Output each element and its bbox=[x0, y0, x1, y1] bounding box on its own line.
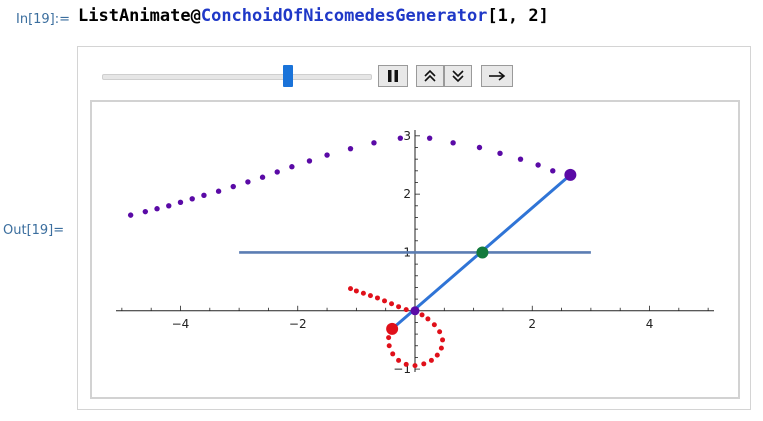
x-tick-label: 4 bbox=[646, 317, 654, 331]
red-loop-point bbox=[396, 357, 402, 363]
red-loop-point bbox=[437, 329, 443, 335]
conchoid-plot: −4−224−1123 bbox=[116, 129, 714, 376]
red-end-point bbox=[386, 322, 399, 335]
purple-branch-point bbox=[289, 164, 295, 170]
purple-branch-point bbox=[535, 162, 541, 168]
pause-button[interactable] bbox=[378, 65, 408, 87]
double-chevron-down-icon bbox=[452, 70, 464, 83]
double-chevron-up-icon bbox=[424, 69, 436, 82]
animation-slider-thumb[interactable] bbox=[282, 65, 293, 87]
red-loop-point bbox=[348, 286, 354, 292]
origin-point bbox=[410, 306, 420, 316]
plot-frame: −4−224−1123 bbox=[90, 100, 740, 399]
red-loop-point bbox=[419, 312, 425, 318]
x-tick-label: −4 bbox=[172, 317, 190, 331]
purple-branch-point bbox=[245, 179, 251, 185]
input-generator-name: ConchoidOfNicomedesGenerator bbox=[200, 6, 488, 26]
red-loop-point bbox=[374, 295, 380, 301]
purple-branch-point bbox=[230, 183, 236, 190]
red-loop-point bbox=[386, 343, 392, 349]
purple-branch-point bbox=[154, 206, 160, 212]
pause-icon bbox=[388, 70, 398, 82]
faster-button[interactable] bbox=[416, 65, 444, 87]
purple-branch-point bbox=[397, 135, 404, 141]
purple-end-point bbox=[564, 168, 577, 181]
purple-branch-point bbox=[324, 152, 330, 158]
animation-slider-track[interactable] bbox=[102, 74, 372, 80]
input-function-name: ListAnimate bbox=[78, 6, 191, 26]
red-loop-point bbox=[389, 301, 395, 307]
slower-button[interactable] bbox=[444, 65, 472, 87]
red-loop-point bbox=[434, 352, 440, 358]
red-loop-point bbox=[421, 361, 427, 367]
purple-branch-point bbox=[450, 140, 456, 146]
output-cell-label: Out[19]= bbox=[3, 223, 65, 238]
red-loop-point bbox=[425, 316, 431, 322]
red-loop-point bbox=[390, 351, 396, 357]
red-loop-point bbox=[386, 335, 392, 341]
green-intersection-point bbox=[476, 246, 489, 259]
red-loop-point bbox=[438, 345, 444, 351]
purple-branch-point bbox=[177, 199, 184, 206]
purple-branch-point bbox=[127, 212, 134, 218]
purple-branch-point bbox=[189, 196, 195, 202]
input-cell-label: In[19]:= bbox=[16, 12, 71, 27]
red-loop-point bbox=[412, 363, 418, 369]
purple-branch-point bbox=[347, 145, 354, 152]
direction-button[interactable] bbox=[481, 65, 513, 87]
red-loop-point bbox=[382, 298, 388, 304]
y-tick-label: 2 bbox=[403, 187, 411, 201]
red-loop-point bbox=[353, 288, 359, 294]
purple-branch-point bbox=[517, 156, 524, 162]
red-loop-point bbox=[440, 337, 446, 343]
purple-branch-point bbox=[201, 192, 207, 199]
y-tick-label: 3 bbox=[403, 129, 411, 143]
red-loop-point bbox=[360, 290, 366, 296]
purple-branch-point bbox=[550, 168, 556, 174]
x-tick-label: −2 bbox=[289, 317, 307, 331]
red-loop-point bbox=[367, 293, 373, 299]
input-operator: @ bbox=[190, 6, 201, 26]
purple-branch-point bbox=[215, 188, 222, 194]
input-code[interactable]: ListAnimate@ConchoidOfNicomedesGenerator… bbox=[78, 6, 549, 26]
red-loop-point bbox=[431, 322, 437, 328]
red-loop-point bbox=[403, 361, 409, 367]
purple-branch-point bbox=[259, 174, 266, 180]
purple-branch-point bbox=[274, 169, 280, 175]
right-arrow-icon bbox=[489, 71, 506, 81]
input-arguments: [1, 2] bbox=[487, 6, 549, 26]
red-loop-point bbox=[428, 357, 434, 363]
x-tick-label: 2 bbox=[528, 317, 536, 331]
purple-branch-point bbox=[476, 144, 483, 151]
purple-branch-point bbox=[166, 203, 172, 209]
purple-branch-point bbox=[371, 140, 377, 146]
purple-branch-point bbox=[142, 208, 149, 215]
purple-branch-point bbox=[306, 158, 313, 164]
red-loop-point bbox=[396, 304, 402, 310]
red-loop-point bbox=[403, 307, 409, 313]
purple-branch-point bbox=[497, 150, 503, 157]
purple-branch-point bbox=[426, 135, 433, 141]
